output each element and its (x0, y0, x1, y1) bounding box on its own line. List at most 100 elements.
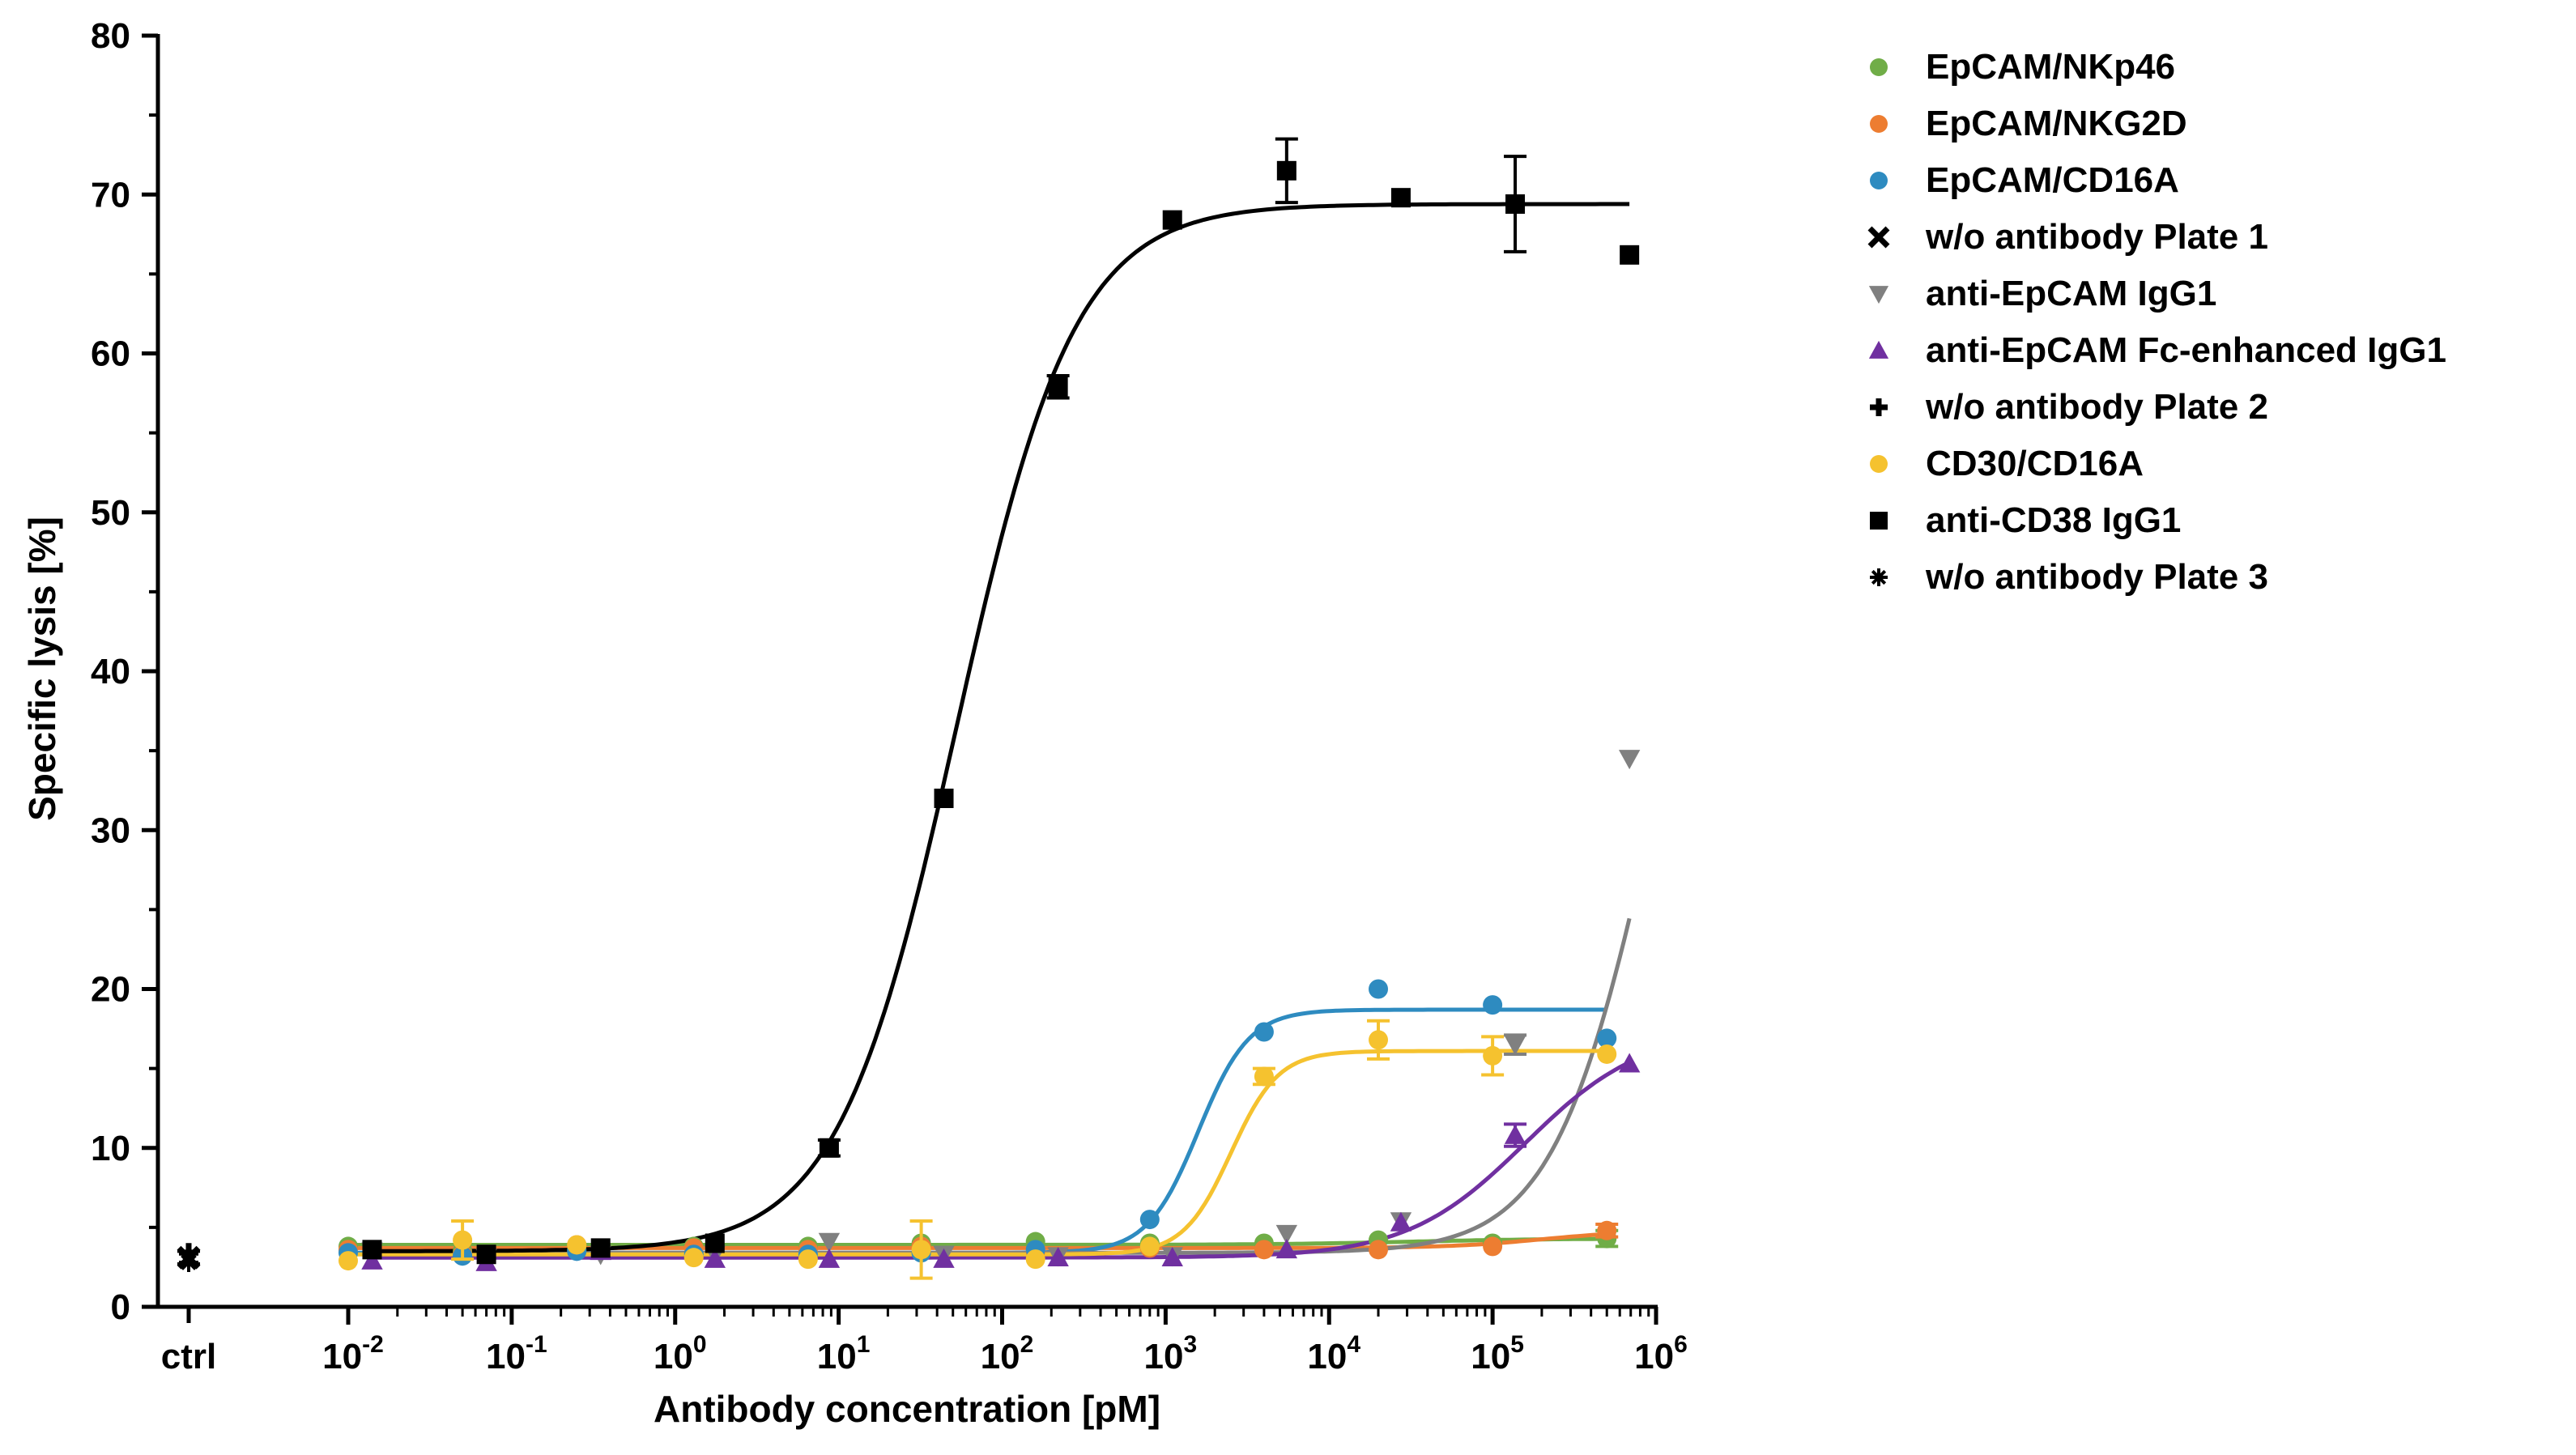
legend-label: EpCAM/NKG2D (1926, 104, 2187, 143)
legend-marker-svg (1868, 286, 1889, 304)
y-tick-label: 10 (91, 1129, 130, 1168)
data-point (1162, 210, 1182, 230)
data-point (590, 1238, 611, 1258)
legend-label: anti-CD38 IgG1 (1926, 500, 2182, 540)
data-point (704, 1248, 726, 1268)
data-point (1870, 115, 1888, 133)
legend-label: EpCAM/CD16A (1926, 160, 2179, 200)
data-point (1870, 172, 1888, 189)
fit-curve (372, 202, 1630, 1253)
data-point (1870, 568, 1888, 586)
data-point (1275, 1239, 1298, 1259)
data-point (1254, 1066, 1274, 1087)
legend-marker-icon (1863, 278, 1895, 310)
data-point (1597, 1044, 1617, 1064)
y-tick-label: 40 (91, 652, 130, 691)
x-tick-label-ctrl: ctrl (161, 1337, 216, 1376)
data-point (1620, 245, 1640, 265)
y-tick-label: 80 (91, 16, 130, 56)
data-point (1025, 1249, 1045, 1270)
legend-marker-svg (1870, 398, 1888, 416)
legend-marker-icon (1863, 504, 1895, 537)
y-axis-title: Specific lysis [%] (21, 517, 63, 821)
x-axis-title: Antibody concentration [pM] (654, 1388, 1160, 1430)
x-tick-label: 101 (817, 1331, 871, 1376)
legend-item: w/o antibody Plate 2 (1863, 379, 2446, 436)
data-point (798, 1249, 818, 1270)
data-point (933, 1248, 955, 1268)
fit-curves (348, 202, 1632, 1260)
data-point (1390, 188, 1411, 208)
legend-label: anti-EpCAM IgG1 (1926, 274, 2217, 313)
legend-marker-svg (1870, 568, 1888, 586)
x-tick-label: 105 (1471, 1331, 1524, 1376)
data-point (1597, 1220, 1617, 1240)
y-tick-label: 0 (111, 1287, 130, 1327)
data-point (819, 1138, 839, 1158)
data-point (1276, 160, 1297, 181)
data-point (818, 1248, 841, 1268)
data-point (1275, 1224, 1298, 1244)
series-anti-cd38-igg1 (362, 137, 1640, 1265)
data-point (1504, 1036, 1526, 1056)
legend-label: w/o antibody Plate 3 (1926, 557, 2268, 597)
legend-label: EpCAM/NKp46 (1926, 47, 2176, 87)
data-point (338, 1251, 358, 1271)
y-tick-label: 50 (91, 493, 130, 533)
data-point (1483, 995, 1503, 1015)
data-point (1597, 1028, 1617, 1049)
legend: EpCAM/NKp46 EpCAM/NKG2D EpCAM/CD16A w/o ant… (1863, 39, 2446, 606)
axes: 0 10 20 30 40 50 60 70 80 ctrl 10-2 10-1 100 101 102 10… (91, 16, 1688, 1376)
legend-item: anti-EpCAM IgG1 (1863, 266, 2446, 322)
data-point (818, 1232, 841, 1253)
data-point (705, 1233, 725, 1253)
data-point (1870, 398, 1888, 416)
data-point (476, 1244, 496, 1265)
data-point (1139, 1236, 1160, 1257)
data-point (361, 1249, 383, 1270)
y-tick-label: 70 (91, 175, 130, 215)
data-point (1870, 512, 1888, 530)
data-point (1254, 1240, 1274, 1260)
data-point (1369, 1240, 1389, 1260)
data-point (1483, 1045, 1503, 1066)
data-point (1139, 1210, 1160, 1230)
data-point (1369, 1030, 1389, 1050)
legend-item: EpCAM/CD16A (1863, 152, 2446, 209)
legend-item: CD30/CD16A (1863, 436, 2446, 492)
y-tick-label: 30 (91, 810, 130, 850)
data-point (1868, 340, 1889, 359)
data-point (1618, 1053, 1641, 1073)
fit-curve (348, 1236, 1607, 1247)
legend-label: anti-EpCAM Fc-enhanced IgG1 (1926, 330, 2446, 370)
fit-curve (372, 1060, 1631, 1260)
legend-marker-icon (1863, 164, 1895, 197)
data-point (1369, 979, 1389, 999)
data-points (177, 137, 1641, 1280)
legend-marker-icon (1863, 448, 1895, 480)
legend-marker-svg (1870, 58, 1888, 76)
series-anti-epcam-fc-enhanced-igg1 (361, 1053, 1641, 1271)
y-tick-label: 60 (91, 334, 130, 374)
legend-marker-icon (1863, 221, 1895, 253)
data-point (934, 789, 954, 808)
legend-marker-svg (1868, 340, 1889, 359)
legend-marker-icon (1863, 391, 1895, 423)
data-point (1047, 1246, 1069, 1266)
legend-label: w/o antibody Plate 2 (1926, 387, 2268, 427)
legend-item: w/o antibody Plate 1 (1863, 209, 2446, 266)
x-tick-label: 10-1 (486, 1331, 547, 1376)
data-point (683, 1248, 704, 1268)
legend-item: anti-EpCAM Fc-enhanced IgG1 (1863, 322, 2446, 379)
data-point (911, 1240, 931, 1260)
y-tick-label: 20 (91, 970, 130, 1010)
data-point (1870, 455, 1888, 473)
legend-item: EpCAM/NKp46 (1863, 39, 2446, 96)
legend-item: w/o antibody Plate 3 (1863, 549, 2446, 606)
data-point (1868, 286, 1889, 304)
legend-label: w/o antibody Plate 1 (1926, 217, 2268, 257)
data-point (1483, 1236, 1503, 1257)
data-point (1254, 1022, 1274, 1042)
data-point (1161, 1246, 1183, 1266)
